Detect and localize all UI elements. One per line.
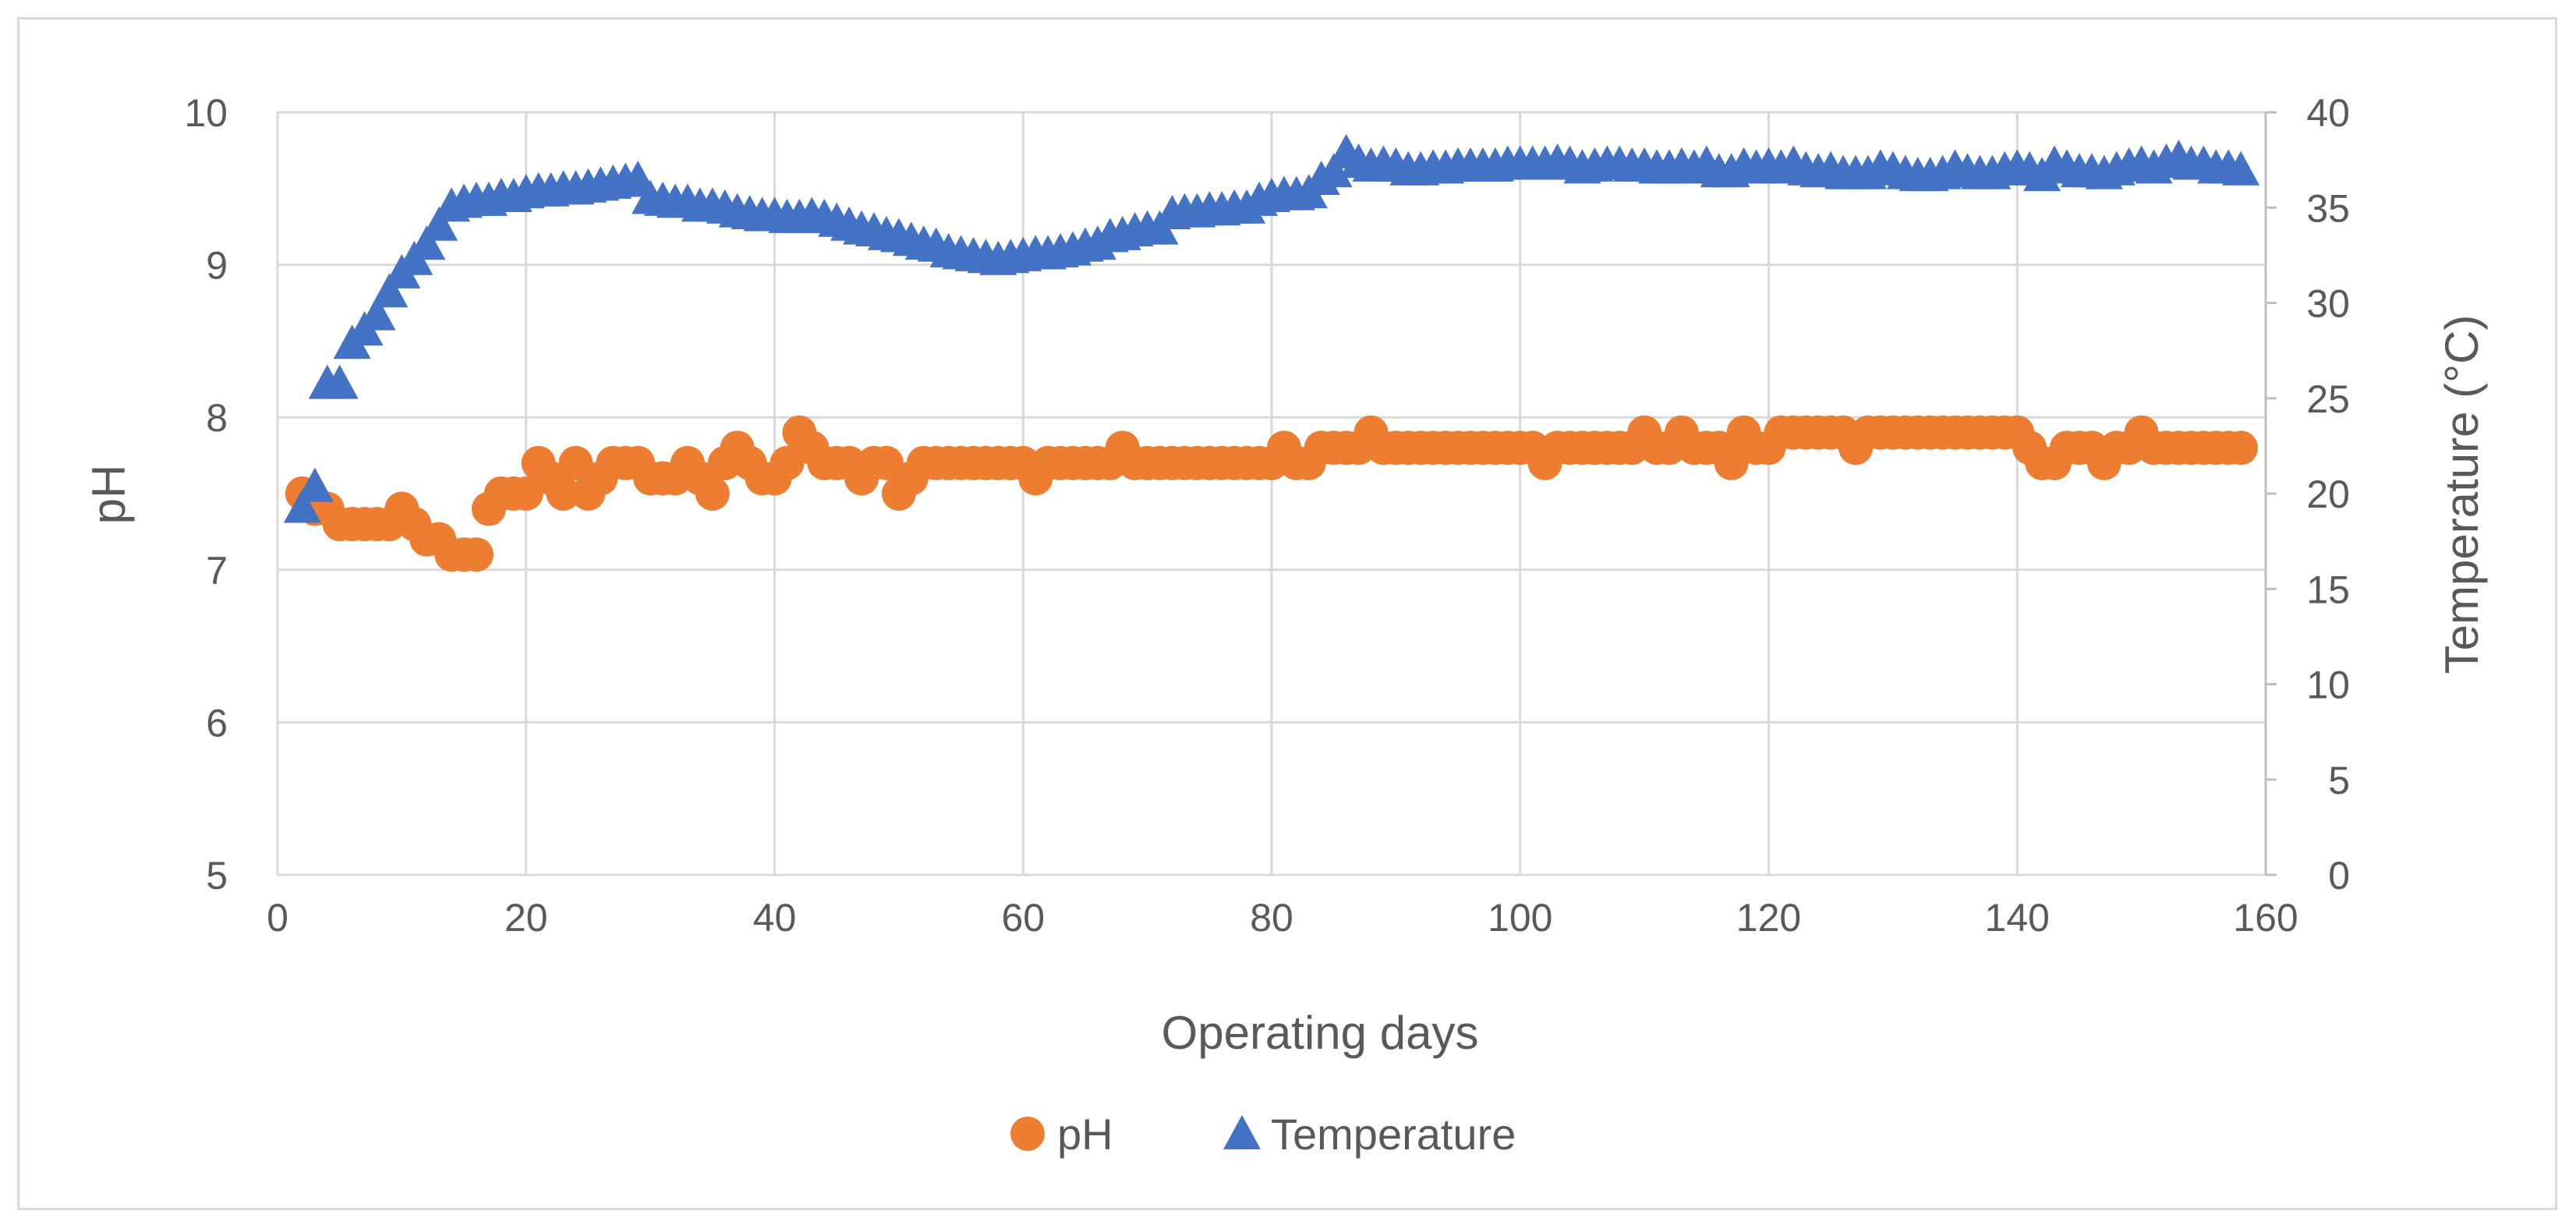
temperature-point (1315, 153, 1353, 188)
y2-tick-label: 0 (2328, 854, 2350, 897)
series-ph (285, 415, 2259, 572)
temperature-point (295, 467, 334, 502)
x-tick-label: 40 (753, 896, 797, 940)
ph-point (695, 476, 730, 511)
y-tick-label: 7 (206, 549, 228, 593)
x-tick-label: 100 (1488, 896, 1552, 940)
ph-point (459, 537, 494, 572)
x-tick-label: 0 (267, 896, 288, 940)
ph-point (869, 445, 904, 480)
x-tick-label: 80 (1250, 896, 1293, 940)
y2-tick-label: 35 (2306, 186, 2350, 230)
y2-tick-label: 25 (2306, 377, 2350, 421)
temperature-point (370, 273, 409, 308)
ph-point (508, 476, 543, 511)
x-tick-label: 120 (1736, 896, 1801, 940)
y-tick-label: 6 (206, 701, 228, 745)
legend-ph-marker (1010, 1117, 1045, 1151)
y-tick-label: 9 (206, 244, 228, 288)
y-tick-label: 8 (206, 396, 228, 440)
y2-axis-ticks: 0 5 10 15 20 25 30 35 40 (2306, 91, 2350, 897)
y2-tick-label: 10 (2306, 664, 2350, 707)
x-tick-label: 20 (504, 896, 548, 940)
temperature-point (2222, 150, 2260, 186)
temperature-point (283, 488, 321, 523)
series-temperature (283, 133, 2260, 523)
ph-point (2224, 430, 2259, 466)
y2-axis-title: Temperature (°C) (2436, 315, 2488, 674)
y2-tick-label: 30 (2306, 282, 2350, 326)
y-axis-title: pH (83, 465, 135, 525)
ph-point (1714, 445, 1749, 480)
y-axis-ticks: 5 6 7 8 9 10 (184, 91, 228, 897)
legend: pH Temperature (1010, 1110, 1516, 1159)
legend-temperature-marker (1223, 1115, 1261, 1149)
ph-point (546, 476, 581, 511)
x-tick-label: 160 (2233, 896, 2298, 940)
y-tick-label: 10 (184, 91, 228, 135)
y2-tick-label: 15 (2306, 568, 2350, 611)
y2-tick-label: 5 (2328, 759, 2350, 802)
y2-tick-label: 40 (2306, 91, 2350, 135)
temperature-point (420, 206, 458, 241)
x-axis-title: Operating days (1162, 1007, 1479, 1059)
legend-ph-label: pH (1057, 1110, 1113, 1159)
temperature-point (320, 364, 359, 399)
temperature-point (408, 225, 446, 260)
ph-point (558, 445, 593, 480)
legend-temperature-label: Temperature (1271, 1110, 1516, 1159)
x-tick-label: 60 (1001, 896, 1045, 940)
temperature-point (358, 296, 396, 331)
x-tick-label: 140 (1985, 896, 2050, 940)
x-axis-ticks: 0 20 40 60 80 100 120 140 160 (267, 896, 2298, 940)
ph-point (770, 445, 805, 480)
y-tick-label: 5 (206, 854, 228, 897)
y2-tick-label: 20 (2306, 473, 2350, 516)
